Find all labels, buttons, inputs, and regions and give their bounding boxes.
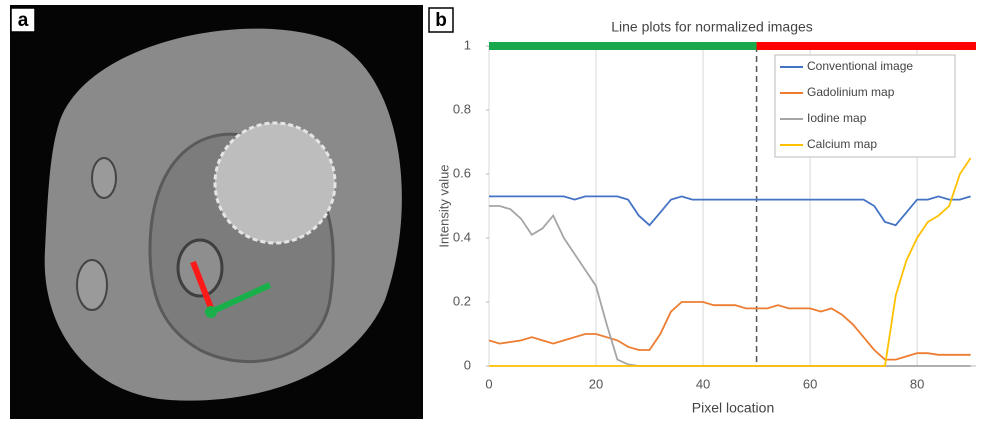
panel-label-box (428, 7, 454, 33)
panel-label: a (18, 10, 29, 31)
ct-image (10, 5, 423, 419)
legend-label: Calcium map (807, 137, 877, 151)
green-profile (209, 282, 272, 315)
y-tick-label: 0.2 (453, 293, 471, 308)
legend-label: Conventional image (807, 59, 913, 73)
y-tick-label: 0.6 (453, 165, 471, 180)
y-tick-label: 0.8 (453, 101, 471, 116)
cavity (76, 259, 108, 311)
vial (213, 121, 337, 245)
x-tick-label: 20 (589, 376, 603, 391)
chart-title: Line plots for normalized images (611, 19, 813, 35)
x-tick-label: 40 (696, 376, 710, 391)
x-tick-label: 60 (803, 376, 817, 391)
small-vial (176, 238, 224, 298)
x-axis-label: Pixel location (692, 400, 775, 416)
legend-label: Iodine map (807, 111, 867, 125)
line-series (489, 157, 972, 367)
panel-label-box (10, 7, 36, 33)
y-tick-label: 1 (464, 37, 471, 52)
legend-label: Gadolinium map (807, 85, 895, 99)
line-series (488, 301, 971, 361)
panel-label: b (435, 10, 447, 31)
profile-origin (205, 306, 217, 318)
x-tick-label: 80 (910, 376, 924, 391)
red-profile (190, 260, 214, 310)
x-tick-label: 0 (485, 376, 492, 391)
y-tick-label: 0 (464, 357, 471, 372)
line-series (489, 195, 971, 227)
cavity (91, 157, 117, 199)
y-axis-label: Intensity value (436, 164, 451, 247)
y-tick-label: 0.4 (453, 229, 471, 244)
legend-box (774, 54, 956, 158)
